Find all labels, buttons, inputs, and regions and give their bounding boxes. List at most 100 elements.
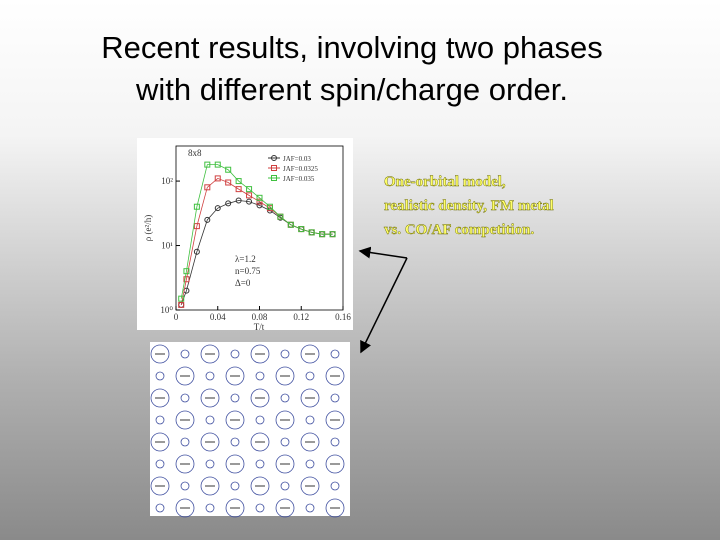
site (250, 388, 270, 408)
site (325, 498, 345, 518)
site (280, 437, 290, 447)
legend-label: JAF=0.0325 (283, 165, 318, 173)
site (300, 344, 320, 364)
site (280, 481, 290, 491)
data-point (319, 231, 326, 238)
site (230, 349, 240, 359)
site (175, 366, 195, 386)
site (150, 344, 170, 364)
arrow (358, 246, 408, 259)
y-axis-label: ρ (e²/h) (143, 215, 153, 241)
site (250, 432, 270, 452)
legend-label: JAF=0.03 (283, 155, 311, 163)
figure-background (137, 138, 353, 330)
site (205, 371, 215, 381)
site (205, 415, 215, 425)
annotation: n=0.75 (235, 266, 261, 276)
site (275, 454, 295, 474)
x-axis-label: T/t (254, 322, 265, 332)
data-point (193, 223, 200, 230)
site (275, 498, 295, 518)
site (250, 344, 270, 364)
site (300, 476, 320, 496)
site (205, 503, 215, 513)
site (305, 371, 315, 381)
data-point (256, 194, 263, 201)
site (325, 366, 345, 386)
site (155, 415, 165, 425)
site (155, 371, 165, 381)
y-tick-label: 10² (161, 176, 173, 186)
data-point (246, 186, 253, 193)
site (175, 498, 195, 518)
data-point (277, 213, 284, 220)
site (150, 388, 170, 408)
site (225, 410, 245, 430)
site (330, 393, 340, 403)
site (255, 459, 265, 469)
data-point (256, 202, 263, 209)
legend-label: JAF=0.035 (283, 175, 315, 183)
data-point (204, 216, 211, 223)
arrow (360, 257, 408, 354)
data-point (256, 198, 263, 205)
site (280, 393, 290, 403)
site (330, 437, 340, 447)
data-point (235, 186, 242, 193)
data-point (204, 184, 211, 191)
site (230, 481, 240, 491)
legend-marker (271, 175, 277, 181)
data-point (246, 192, 253, 199)
data-point (225, 200, 232, 207)
x-tick-label: 0 (174, 312, 179, 322)
site (200, 388, 220, 408)
annotation: λ=1.2 (235, 254, 256, 264)
data-point (235, 197, 242, 204)
site (180, 393, 190, 403)
title-line: with different spin/charge order. (135, 72, 568, 107)
lattice-diagram (150, 344, 345, 518)
site (255, 371, 265, 381)
site (200, 432, 220, 452)
site (155, 503, 165, 513)
site (250, 476, 270, 496)
data-point (308, 229, 315, 236)
x-tick-label: 0.16 (335, 312, 351, 322)
x-tick-label: 0.08 (252, 312, 268, 322)
legend-marker (271, 155, 277, 161)
x-tick-label: 0.04 (210, 312, 226, 322)
x-tick-label: 0.12 (293, 312, 309, 322)
site (150, 432, 170, 452)
data-point (178, 301, 185, 308)
data-point (183, 276, 190, 283)
site (200, 476, 220, 496)
data-point (193, 203, 200, 210)
data-point (298, 226, 305, 233)
chart-title: 8x8 (188, 148, 202, 158)
site (225, 454, 245, 474)
y-tick-label: 10⁰ (160, 305, 173, 315)
data-point (225, 179, 232, 186)
data-point (214, 161, 221, 168)
data-point (246, 198, 253, 205)
site (150, 476, 170, 496)
note-line: vs. CO/AF competition. (384, 222, 535, 238)
title-line: Recent results, involving two phases (101, 30, 602, 65)
site (180, 349, 190, 359)
note-line: realistic density, FM metal (384, 198, 554, 214)
site (305, 503, 315, 513)
site (305, 415, 315, 425)
data-point (235, 178, 242, 185)
note-line: One-orbital model, (384, 174, 506, 190)
data-point (178, 295, 185, 302)
site (300, 432, 320, 452)
site (200, 344, 220, 364)
site (205, 459, 215, 469)
data-point (193, 248, 200, 255)
site (330, 481, 340, 491)
site (180, 481, 190, 491)
site (230, 437, 240, 447)
data-point (214, 205, 221, 212)
site (275, 410, 295, 430)
